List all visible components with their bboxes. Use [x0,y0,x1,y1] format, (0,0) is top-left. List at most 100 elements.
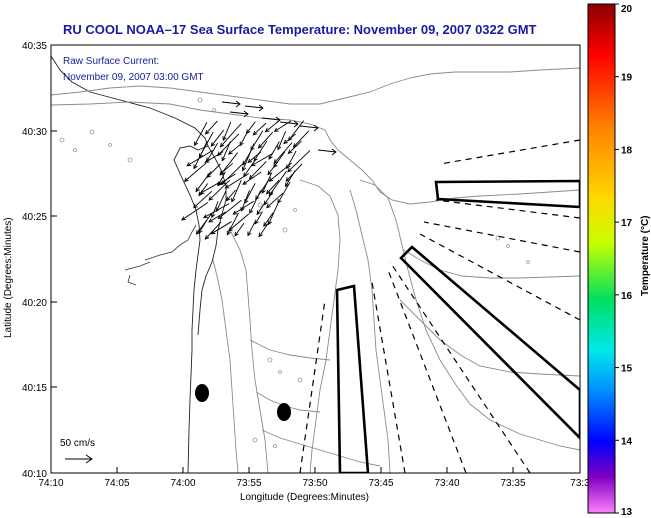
y-axis-ticks: 40:35 40:30 40:25 40:20 40:15 40:10 [22,41,57,480]
current-vector-head [268,177,274,182]
contour-specks [59,97,530,448]
current-vector [251,152,273,167]
current-vector [210,129,225,147]
current-vector [203,203,230,219]
current-vector-head [208,196,214,201]
current-vector [267,161,279,175]
current-vector [268,170,287,196]
current-vector [254,211,263,225]
current-vector-head [232,210,238,215]
bathymetry-contours [51,67,580,473]
current-vector [221,141,231,161]
current-vector [288,140,302,154]
current-vector-head [277,145,282,151]
current-vector [244,105,264,109]
current-vector [208,211,226,223]
current-vector [268,141,280,160]
colorbar-tick-label: 15 [621,364,633,375]
current-vector [205,120,218,135]
current-vector-head [239,141,244,147]
current-vector-head [194,141,199,147]
annotation-line-1: Raw Surface Current: [63,56,159,67]
current-vector [242,143,255,171]
current-vector-head [193,164,198,170]
current-vector [258,222,269,237]
current-vector-head [268,154,273,160]
current-vector [285,170,296,187]
current-vector [211,221,232,235]
current-vector [195,171,212,192]
current-vector-head [217,181,222,187]
current-vector-head [226,230,231,236]
y-tick-label: 40:35 [22,41,47,52]
current-vector [293,130,310,148]
current-vector [221,101,241,105]
map-title: RU COOL NOAA–17 Sea Surface Temperature:… [63,22,537,37]
current-vector [273,142,293,164]
current-vector [211,201,219,218]
x-tick-label: 73:40 [434,478,459,489]
x-tick-label: 73:3 [570,478,590,489]
current-vector [247,221,256,236]
current-vector [249,161,267,180]
current-vector-head [285,182,290,188]
current-vector [228,213,250,232]
current-vector [253,122,267,136]
current-vector [194,122,208,146]
y-tick-label: 40:15 [22,383,47,394]
scale-label: 50 cm/s [60,438,95,449]
current-vector-head [273,127,279,132]
current-vector [222,121,232,141]
current-vector-head [267,220,272,226]
current-vector [249,190,262,214]
current-vector [279,121,299,125]
coastline [51,45,209,473]
y-tick-label: 40:30 [22,127,47,138]
current-vector-head [287,149,293,155]
current-vector-head [224,184,230,189]
current-vector [242,171,262,185]
current-vector [277,181,291,204]
current-vector-head [186,162,192,167]
current-vector [277,130,287,150]
current-vector-head [225,196,231,202]
current-vector [217,133,240,156]
current-vector [208,179,230,201]
current-vector-head [204,158,210,163]
current-vector [234,222,245,237]
colorbar-tick-label: 13 [621,507,633,518]
current-vector-head [219,142,225,148]
current-vector-head [313,124,319,132]
current-vector-head [241,166,246,172]
current-vector-head [258,104,264,112]
current-vector-head [247,231,252,237]
current-vector [266,192,284,208]
current-vector-head [243,110,249,118]
current-vector-head [199,189,205,194]
y-tick-label: 40:10 [22,469,47,480]
current-vector [268,201,280,225]
current-vector-head [283,139,288,145]
current-vector-head [258,232,263,238]
current-vector-head [252,130,258,136]
current-vector-head [198,229,203,234]
current-vector-head [202,214,208,219]
current-vector-head [286,164,291,170]
current-vector-head [247,158,253,164]
current-vector [219,163,233,175]
current-vector-head [242,180,248,185]
current-vector-head [287,167,292,173]
current-vector-head [263,200,268,206]
current-vector-head [193,203,198,209]
current-vector [206,163,221,178]
x-tick-label: 74:05 [104,478,129,489]
current-vector [263,191,274,205]
x-tick-label: 73:35 [500,478,525,489]
current-vector [256,202,266,215]
current-vector-head [235,100,241,108]
current-vector [263,212,274,227]
current-vector [247,151,262,163]
current-vector [193,141,208,169]
current-vector-head [293,120,299,128]
current-vector-head [204,235,210,240]
